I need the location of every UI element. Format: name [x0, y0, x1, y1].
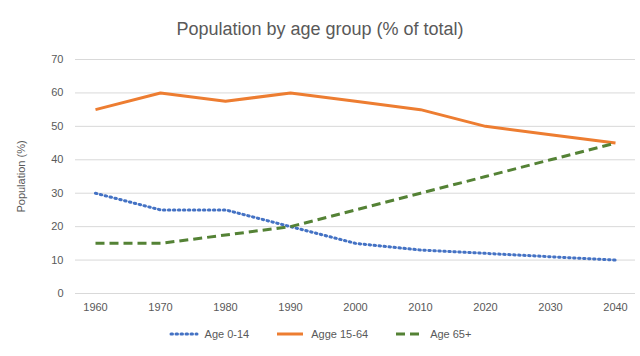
svg-text:0: 0 [57, 287, 63, 299]
svg-text:40: 40 [51, 153, 63, 165]
svg-text:10: 10 [51, 254, 63, 266]
svg-text:2030: 2030 [538, 301, 562, 313]
svg-text:2040: 2040 [603, 301, 627, 313]
svg-text:50: 50 [51, 120, 63, 132]
svg-text:Population (%): Population (%) [15, 140, 27, 212]
html-text:Age 65+: Age 65+ [430, 328, 472, 340]
html-text:Agge 15-64: Agge 15-64 [311, 328, 369, 340]
html-text:Age 0-14: Age 0-14 [204, 328, 250, 340]
svg-text:60: 60 [51, 86, 63, 98]
svg-text:1970: 1970 [148, 301, 172, 313]
svg-text:1990: 1990 [278, 301, 302, 313]
svg-text:2010: 2010 [408, 301, 432, 313]
svg-text:1960: 1960 [83, 301, 107, 313]
svg-text:1980: 1980 [213, 301, 237, 313]
svg-text:70: 70 [51, 53, 63, 65]
svg-text:30: 30 [51, 187, 63, 199]
html-text:Population by age group (% of: Population by age group (% of total) [176, 19, 464, 39]
svg-text:20: 20 [51, 220, 63, 232]
svg-text:2020: 2020 [473, 301, 497, 313]
svg-text:2000: 2000 [343, 301, 367, 313]
